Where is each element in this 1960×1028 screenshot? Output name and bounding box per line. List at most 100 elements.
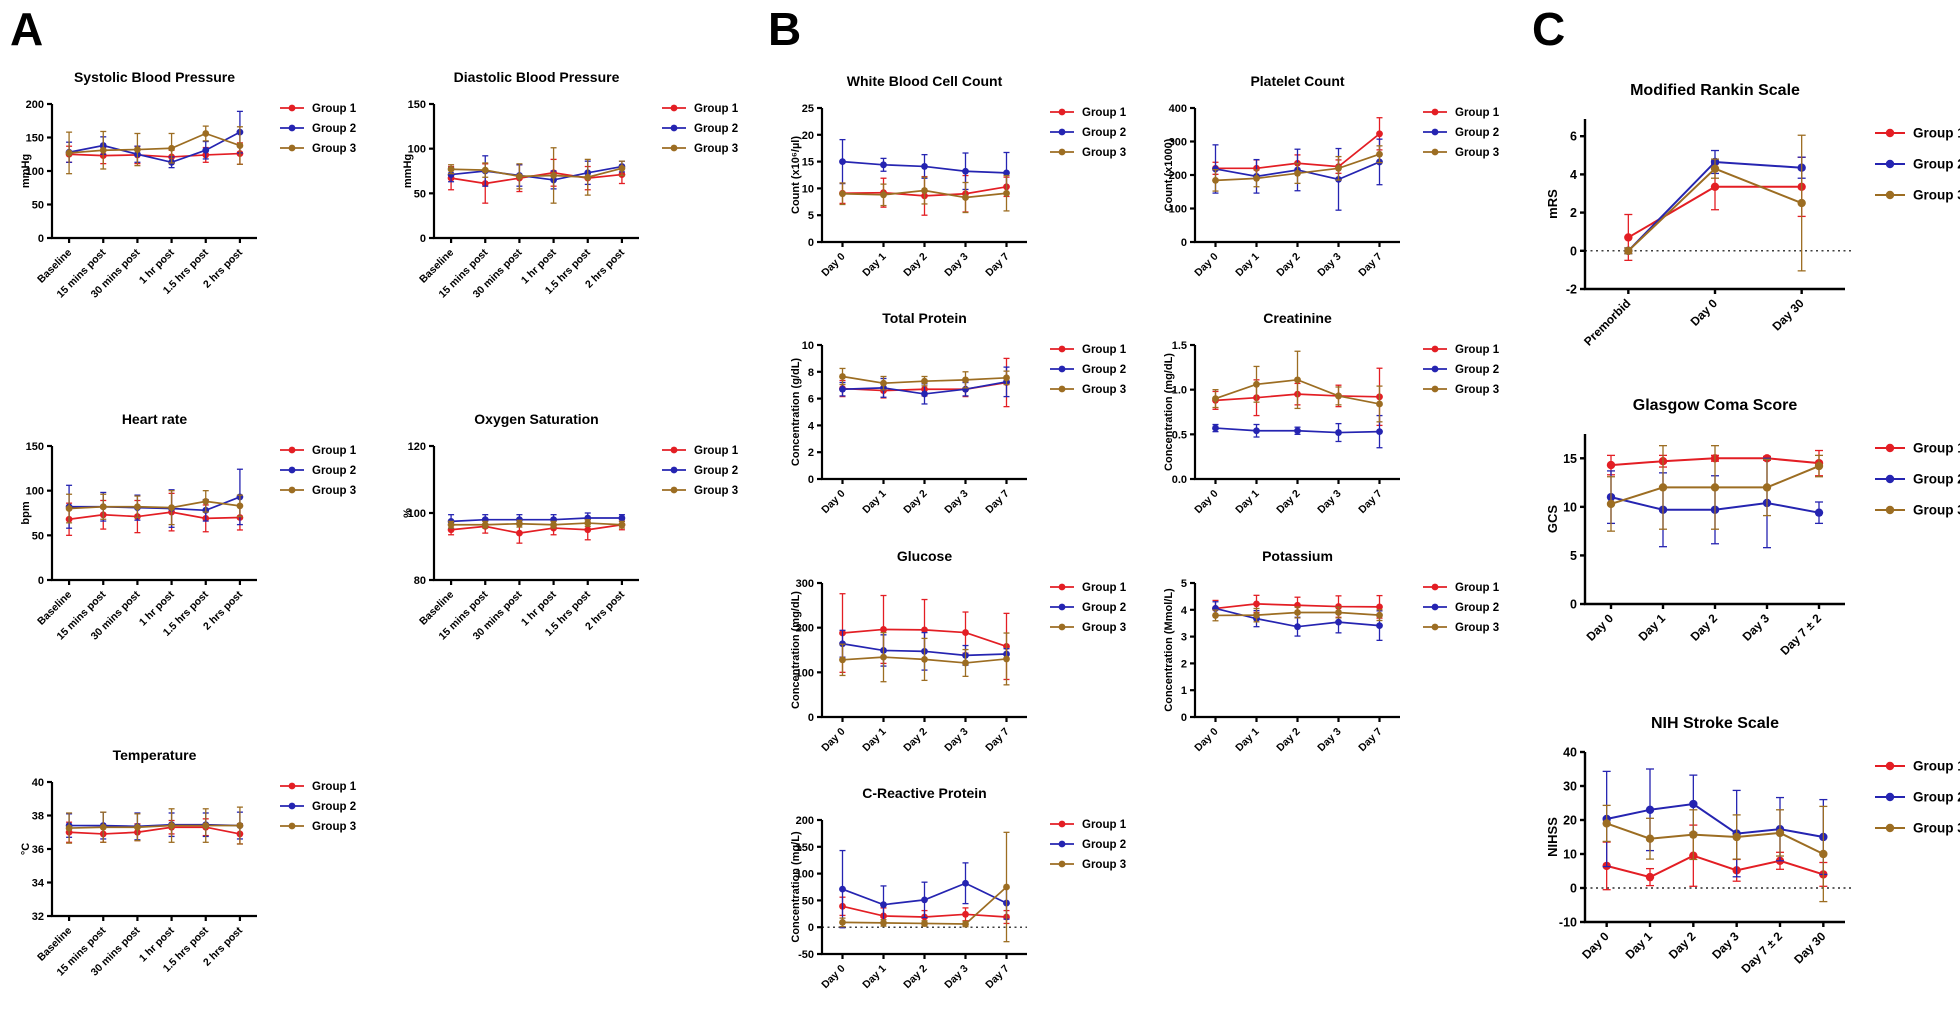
data-point [962, 910, 969, 918]
legend-marker [288, 124, 296, 132]
data-point [1376, 428, 1383, 436]
y-tick-label: 0 [808, 237, 814, 249]
y-tick-label: 10 [802, 183, 814, 195]
chart-total-protein: Total Protein Concentration (g/dL) 0 2 4 6 8 10… [788, 303, 1133, 553]
data-point [839, 373, 846, 380]
data-point [1710, 483, 1720, 492]
y-tick-label: 10 [802, 340, 814, 352]
y-tick-label: 1.5 [1172, 340, 1187, 352]
legend-marker [288, 802, 296, 810]
series-line [69, 496, 241, 512]
legend-label: Group 3 [312, 821, 356, 833]
legend-label: Group 1 [312, 445, 357, 457]
legend-label: Group 2 [694, 465, 738, 477]
y-tick-label: 100 [796, 667, 814, 679]
data-point [839, 385, 846, 393]
data-point [1376, 611, 1383, 619]
data-point [880, 626, 887, 633]
y-axis-label: Count (x1000) [1163, 138, 1175, 211]
x-tick-label: Day 1 [1233, 726, 1261, 754]
legend-label: Group 3 [1913, 821, 1960, 836]
axes [820, 345, 1027, 481]
legend-marker [1058, 840, 1066, 848]
y-tick-label: 0 [1570, 598, 1577, 612]
chart-nih-stroke-scale: NIH Stroke Scale NIHSS -10 0 10 20 30 40 Day 0 Da… [1545, 704, 1960, 1009]
chart-title: White Blood Cell Count [847, 73, 1003, 89]
legend-marker [1885, 505, 1895, 515]
data-point [202, 822, 210, 829]
chart-title: Glasgow Coma Score [1633, 397, 1798, 414]
y-tick-label: 150 [26, 441, 44, 453]
y-axis-label: bpm [20, 501, 32, 524]
y-tick-label: 0 [808, 922, 814, 934]
y-tick-label: 6 [1570, 130, 1577, 144]
x-tick-label: Day 1 [860, 488, 888, 516]
y-tick-label: 0 [1181, 237, 1187, 249]
chart-title: Modified Rankin Scale [1630, 82, 1800, 99]
data-point [134, 146, 141, 153]
glucose-svg: Glucose Concentration (mg/dL) 0 100 200 300 Da… [790, 548, 1127, 754]
series-line [451, 167, 623, 179]
data-point [65, 824, 73, 832]
legend-label: Group 3 [1913, 503, 1960, 518]
y-tick-label: 4 [808, 420, 815, 432]
x-tick-label: Day 0 [1579, 929, 1612, 962]
y-tick-label: 25 [802, 103, 814, 115]
chart-systolic-blood-pressure: Systolic Blood Pressure mmHg 0 50 100 150 200 B… [18, 62, 363, 312]
chart-title: Total Protein [882, 310, 967, 326]
x-tick-label: Day 2 [1274, 726, 1302, 754]
legend-label: Group 3 [1082, 384, 1126, 396]
series-line [69, 500, 241, 510]
data-point [516, 172, 523, 180]
legend-label: Group 1 [1455, 107, 1500, 119]
y-tick-label: 6 [808, 394, 814, 406]
data-point [1212, 176, 1219, 184]
y-axis-label: °C [20, 843, 32, 855]
x-tick-label: Day 7 ± 2 [1777, 611, 1824, 658]
legend-label: Group 3 [1455, 147, 1499, 159]
y-tick-label: 1.0 [1172, 385, 1187, 397]
data-point [134, 503, 141, 511]
y-tick-label: 5 [1570, 549, 1577, 563]
x-tick-label: Day 0 [1192, 251, 1220, 279]
x-tick-label: Day 0 [1584, 611, 1617, 644]
legend-marker [1431, 345, 1439, 353]
data-point [550, 521, 557, 529]
legend-marker [1431, 583, 1439, 591]
legend-label: Group 2 [694, 123, 738, 135]
legend-label: Group 3 [312, 143, 356, 155]
series-line [69, 152, 240, 158]
data-point [447, 171, 455, 178]
x-tick-label: Day 2 [901, 963, 929, 991]
data-point [1212, 424, 1219, 432]
data-point [550, 172, 557, 179]
data-point [618, 164, 626, 172]
x-tick-label: Day 3 [1315, 488, 1343, 516]
data-point [516, 529, 523, 537]
potassium-svg: Potassium Concentration (Mmol/L) 0 1 2 3 4 5 Day… [1163, 548, 1500, 754]
data-point [99, 146, 107, 154]
axes [432, 104, 639, 240]
y-tick-label: 0 [38, 233, 44, 245]
data-point [516, 520, 523, 528]
y-axis-label: mmHg [402, 154, 414, 188]
wbc-svg: White Blood Cell Count Count (x10⁶/µl) 0 5 1… [790, 73, 1127, 279]
data-point [1376, 603, 1383, 611]
y-tick-label: 2 [808, 447, 814, 459]
chart-title: Glucose [897, 548, 952, 564]
legend-label: Group 1 [694, 103, 739, 115]
y-tick-label: 200 [796, 623, 814, 635]
data-point [1819, 849, 1828, 859]
y-tick-label: 400 [1169, 103, 1187, 115]
legend-label: Group 2 [312, 801, 356, 813]
legend-marker [1431, 385, 1439, 393]
legend-marker [1885, 792, 1895, 802]
legend-marker [1885, 128, 1895, 138]
y-tick-label: 1 [1181, 685, 1187, 697]
x-tick-label: Day 2 [1274, 251, 1302, 279]
data-point [447, 521, 455, 529]
series-line [69, 132, 241, 154]
data-point [202, 146, 210, 154]
legend-marker [288, 446, 296, 454]
